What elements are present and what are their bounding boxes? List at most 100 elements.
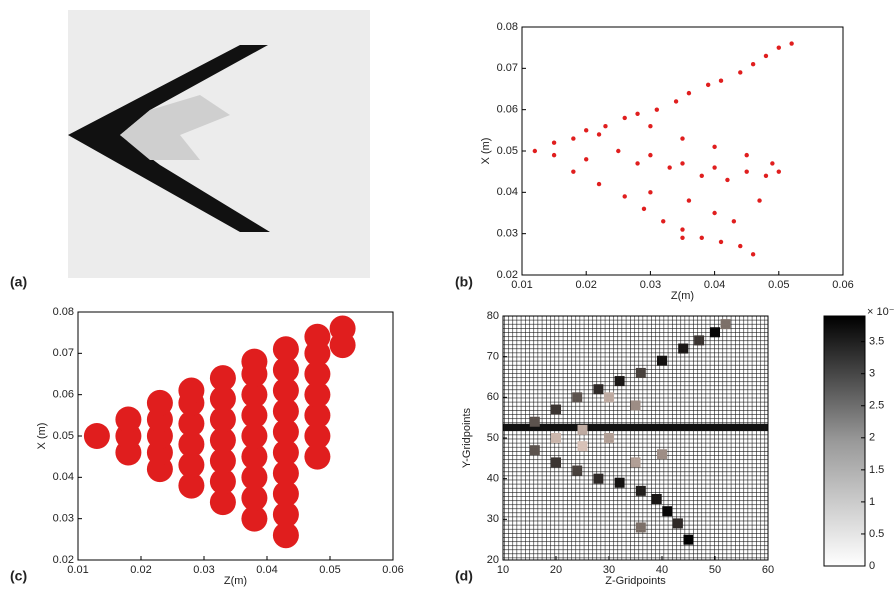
colorbar-tick-label: 0 (869, 560, 875, 572)
point (584, 157, 589, 162)
point (178, 472, 205, 499)
x-tick-label: 0.01 (67, 564, 88, 576)
point (241, 423, 268, 449)
heat-cell (635, 522, 646, 533)
point (304, 402, 331, 429)
y-tick-label: 0.04 (53, 471, 74, 483)
point (750, 61, 756, 67)
x-axis-label: Z(m) (671, 290, 694, 302)
point (571, 136, 576, 141)
x-tick-label: 40 (656, 564, 668, 576)
y-axis-label: Y-Gridpoints (461, 407, 473, 468)
point (304, 443, 331, 470)
heat-cell (577, 441, 588, 452)
y-tick-label: 0.06 (53, 389, 74, 401)
heat-cell (720, 319, 731, 330)
x-tick-label: 60 (762, 564, 774, 576)
point (622, 115, 627, 121)
point (178, 431, 205, 458)
x-tick-label: 0.01 (511, 279, 532, 291)
colorbar-tick-label: 2.5 (869, 400, 884, 412)
y-tick-label: 0.07 (497, 62, 518, 74)
point (718, 239, 724, 245)
x-tick-label: 0.02 (130, 564, 151, 576)
colorbar-tick-label: 2 (869, 432, 875, 444)
point (699, 235, 704, 240)
point (603, 124, 608, 129)
heat-cell (593, 473, 604, 484)
point (763, 173, 769, 178)
y-tick-label: 30 (487, 513, 499, 525)
point (680, 235, 685, 240)
point (272, 377, 299, 404)
x-tick-label: 0.04 (256, 564, 277, 576)
point (272, 398, 299, 425)
point (680, 161, 685, 166)
point (667, 165, 672, 170)
point (718, 78, 724, 83)
heat-cell (551, 457, 561, 468)
point (329, 315, 356, 342)
heat-cell (604, 433, 614, 443)
point (744, 169, 749, 174)
point (209, 447, 236, 474)
heat-cell (651, 494, 662, 504)
point (272, 480, 299, 507)
point (209, 468, 236, 495)
point (272, 501, 299, 528)
point (648, 124, 653, 129)
colorbar (823, 315, 866, 567)
heat-cell (694, 335, 705, 346)
y-tick-label: 0.05 (53, 430, 74, 442)
point (744, 152, 749, 158)
heat-cell (577, 424, 588, 435)
x-tick-label: 30 (603, 564, 615, 576)
y-tick-label: 40 (487, 473, 499, 485)
point (241, 348, 268, 375)
point (648, 190, 653, 195)
x-tick-label: 20 (550, 564, 562, 576)
point (241, 443, 268, 470)
point (738, 243, 743, 249)
point (596, 132, 602, 137)
point (304, 323, 331, 350)
panel-label: (a) (10, 274, 27, 290)
heat-cell (614, 477, 625, 488)
point (551, 152, 557, 158)
point (680, 227, 685, 232)
y-tick-label: 80 (487, 310, 499, 322)
x-tick-label: 10 (497, 564, 509, 576)
heat-cell (604, 392, 614, 403)
colorbar-tick-label: 3 (869, 368, 875, 380)
y-tick-label: 0.08 (497, 21, 518, 33)
point (209, 406, 236, 433)
point (209, 385, 236, 412)
heat-cell (551, 433, 561, 443)
panel-a-image (68, 10, 370, 278)
point (731, 219, 737, 224)
x-tick-label: 0.05 (319, 564, 340, 576)
point (641, 206, 647, 212)
heat-cell (572, 465, 583, 476)
y-tick-label: 0.04 (497, 186, 518, 198)
point (551, 140, 557, 145)
point (178, 410, 205, 437)
panel-label: (b) (455, 274, 473, 290)
y-tick-label: 0.03 (53, 513, 74, 525)
point (304, 381, 331, 408)
panel-label: (c) (10, 568, 27, 584)
point (272, 356, 299, 383)
point (789, 41, 794, 46)
heat-cell (529, 445, 540, 456)
point (770, 161, 775, 166)
y-axis-label: X (m) (36, 423, 48, 450)
y-tick-label: 0.07 (53, 347, 74, 359)
heat-cell (630, 457, 641, 468)
point (209, 427, 236, 454)
y-tick-label: 60 (487, 391, 499, 403)
heat-cell (657, 355, 667, 366)
heat-cell (662, 506, 673, 517)
x-tick-label: 0.03 (640, 279, 661, 291)
heat-cell (529, 416, 540, 427)
colorbar-label: × 10⁻³ (867, 306, 894, 318)
